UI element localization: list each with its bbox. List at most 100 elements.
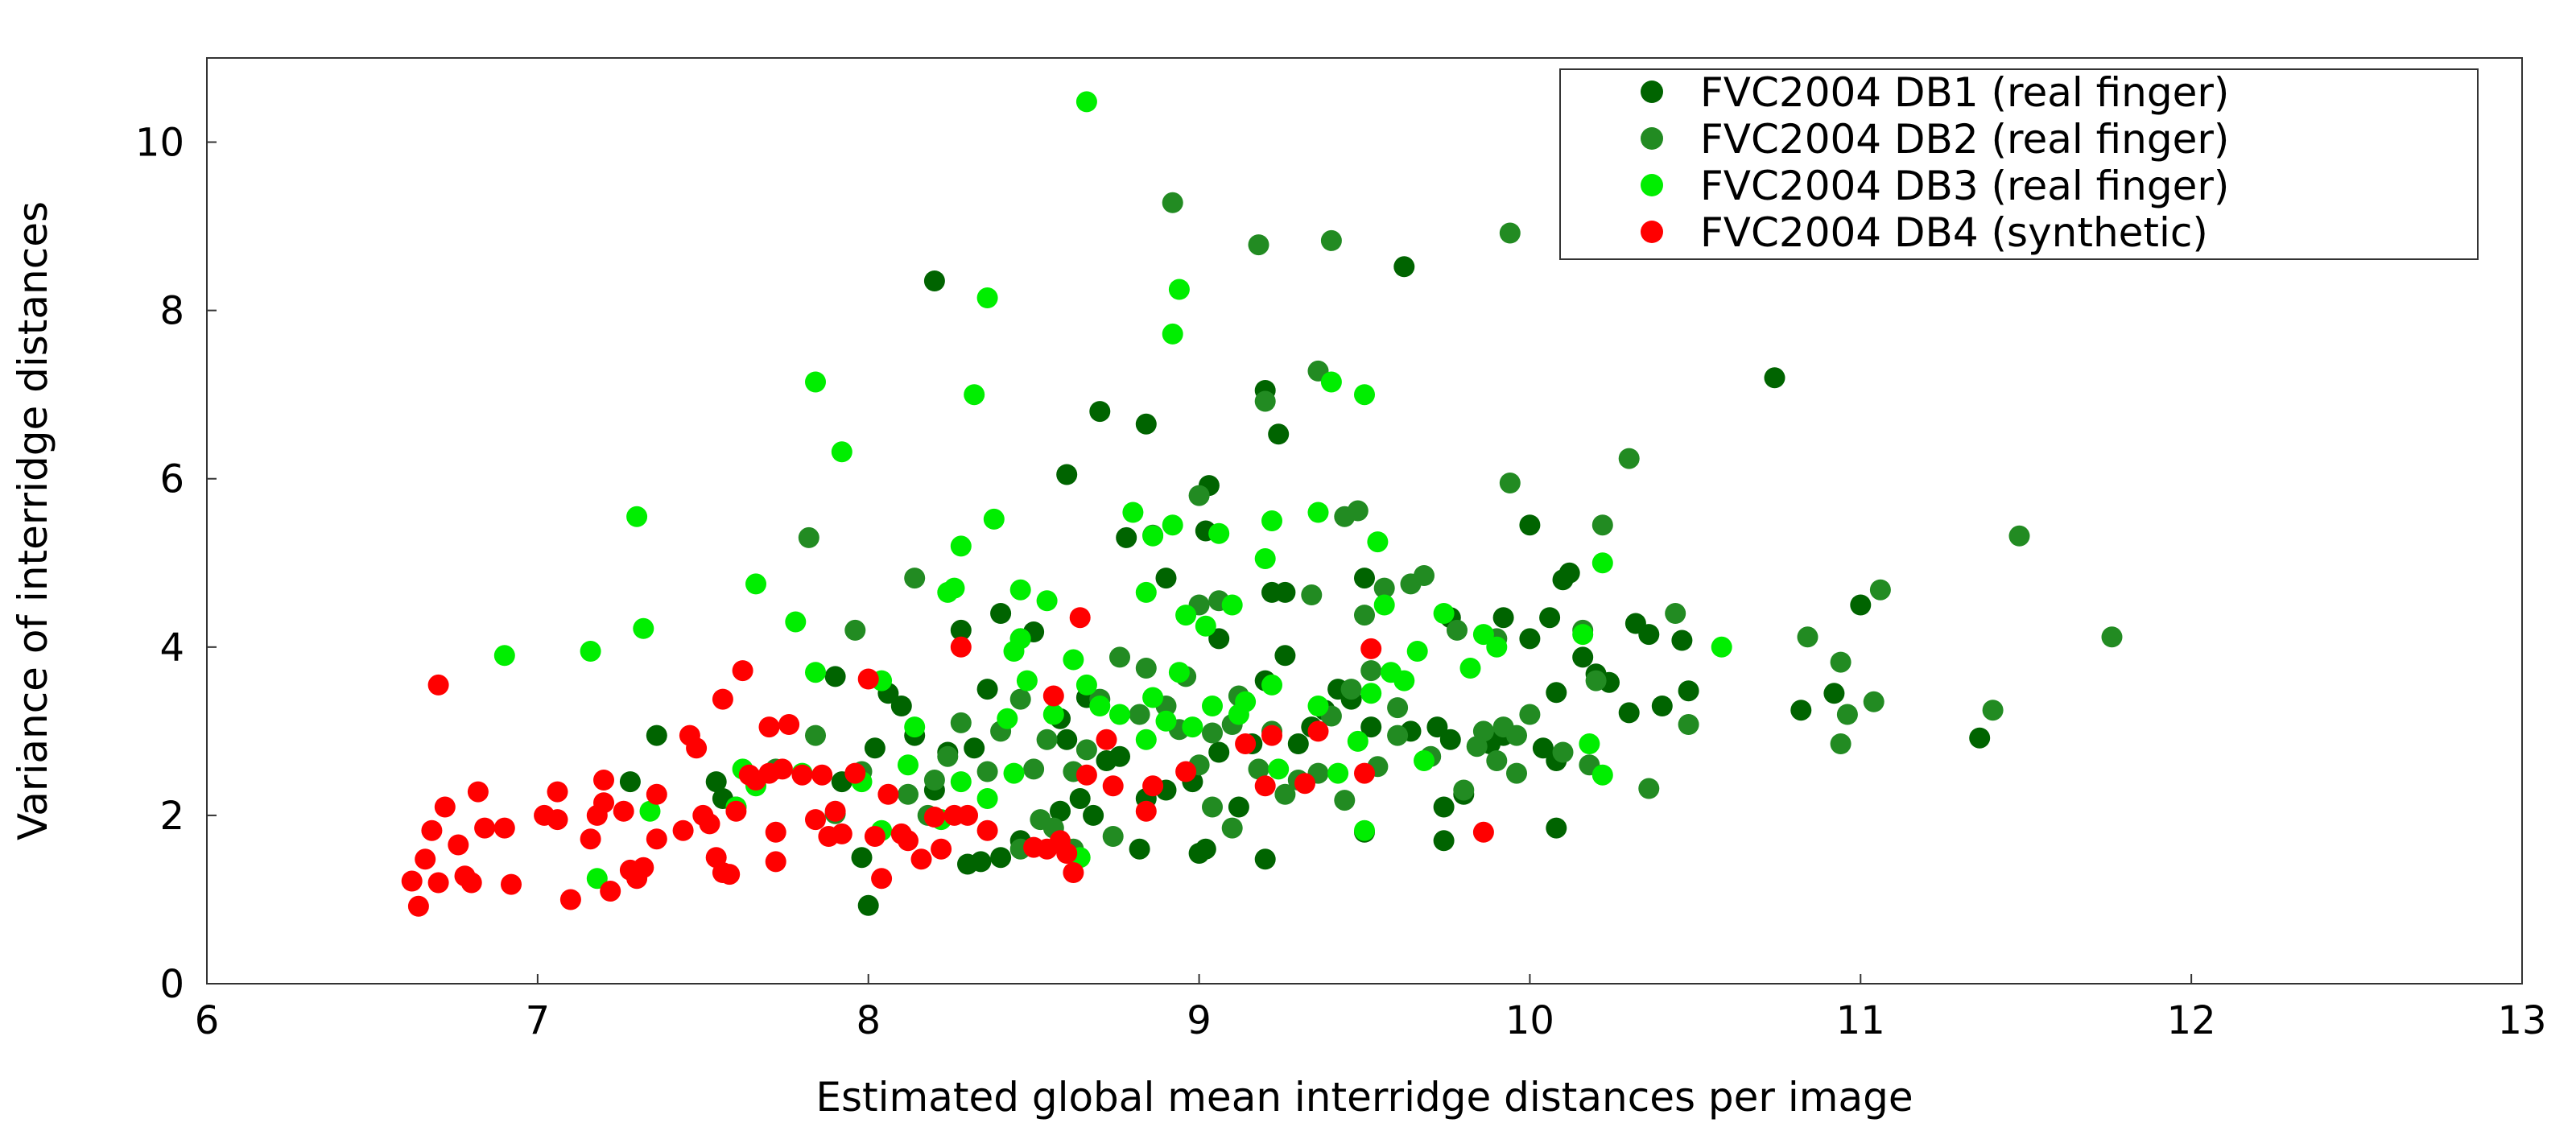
data-point — [864, 737, 886, 759]
data-point — [1790, 700, 1812, 721]
data-point — [805, 662, 826, 683]
data-point — [1426, 716, 1448, 738]
data-point — [1552, 741, 1574, 763]
x-tick-label: 10 — [1505, 998, 1554, 1043]
data-point — [1182, 716, 1203, 738]
data-point — [1036, 590, 1058, 612]
data-point — [1075, 739, 1097, 761]
data-point — [877, 783, 899, 805]
data-point — [421, 819, 443, 841]
data-point — [950, 712, 972, 733]
data-point — [1591, 764, 1613, 786]
data-point — [732, 660, 753, 682]
data-point — [997, 708, 1018, 729]
x-axis-label: Estimated global mean interridge distanc… — [815, 1074, 1913, 1121]
data-point — [1301, 584, 1323, 605]
data-point — [745, 573, 766, 595]
data-point — [725, 800, 747, 822]
data-point — [1307, 502, 1329, 523]
data-point — [957, 804, 978, 826]
data-point — [1591, 552, 1613, 574]
data-point — [1162, 323, 1183, 345]
data-point — [1836, 704, 1858, 725]
data-point — [1089, 696, 1111, 716]
data-point — [1572, 624, 1594, 646]
legend-entry: FVC2004 DB1 (real finger) — [1700, 69, 2229, 116]
data-point — [493, 645, 515, 667]
data-point — [1678, 680, 1699, 702]
data-point — [699, 813, 720, 835]
data-point — [976, 679, 998, 700]
data-point — [990, 603, 1012, 624]
data-point — [1254, 548, 1276, 569]
data-point — [1486, 636, 1508, 658]
data-point — [1387, 724, 1409, 746]
data-point — [1439, 729, 1461, 750]
data-point — [1433, 796, 1455, 818]
data-point — [1499, 473, 1521, 493]
x-tick-label: 9 — [1187, 998, 1212, 1043]
data-point — [904, 716, 926, 738]
data-point — [910, 848, 932, 870]
data-point — [950, 771, 972, 793]
data-point — [1042, 685, 1064, 707]
data-point — [1042, 704, 1064, 725]
data-point — [2008, 525, 2030, 547]
data-point — [593, 792, 614, 814]
data-point — [857, 894, 879, 916]
data-point — [1591, 514, 1613, 536]
data-point — [646, 828, 667, 850]
data-point — [758, 762, 780, 784]
data-point — [1261, 674, 1282, 696]
data-point — [1274, 645, 1296, 667]
data-point — [950, 535, 972, 557]
data-point — [1254, 775, 1276, 797]
data-point — [1023, 758, 1045, 780]
series-3 — [493, 91, 1732, 890]
data-point — [1492, 716, 1514, 738]
data-point — [1122, 502, 1144, 523]
data-point — [1162, 192, 1183, 213]
data-point — [1585, 670, 1607, 691]
data-point — [758, 716, 780, 738]
data-point — [765, 851, 786, 873]
y-tick-label: 6 — [159, 457, 184, 502]
data-point — [1499, 222, 1521, 244]
data-point — [1327, 762, 1349, 784]
data-point — [1228, 796, 1249, 818]
data-point — [1472, 821, 1494, 843]
data-point — [1009, 579, 1031, 601]
legend-marker — [1641, 174, 1663, 196]
data-point — [1764, 367, 1785, 389]
data-point — [1287, 733, 1309, 754]
data-point — [1373, 594, 1395, 616]
data-point — [1142, 687, 1164, 708]
data-point — [559, 889, 581, 910]
data-point — [401, 870, 423, 892]
data-point — [1063, 862, 1084, 883]
data-point — [943, 577, 965, 599]
data-point — [580, 828, 601, 850]
data-point — [1294, 773, 1315, 795]
data-point — [434, 796, 456, 818]
data-point — [1096, 750, 1117, 771]
data-point — [976, 287, 998, 308]
x-tick-label: 7 — [526, 998, 551, 1043]
data-point — [1354, 605, 1375, 626]
data-point — [415, 848, 436, 870]
data-point — [1168, 279, 1190, 300]
data-point — [1367, 531, 1389, 553]
data-point — [586, 868, 608, 890]
data-point — [1075, 674, 1097, 696]
data-point — [1254, 848, 1276, 870]
data-point — [1433, 603, 1455, 624]
data-point — [1459, 658, 1481, 679]
data-point — [619, 771, 641, 793]
data-point — [1208, 522, 1230, 544]
data-point — [501, 873, 522, 895]
data-point — [1261, 510, 1282, 531]
data-point — [805, 371, 826, 393]
data-point — [427, 872, 449, 894]
data-point — [547, 809, 568, 831]
